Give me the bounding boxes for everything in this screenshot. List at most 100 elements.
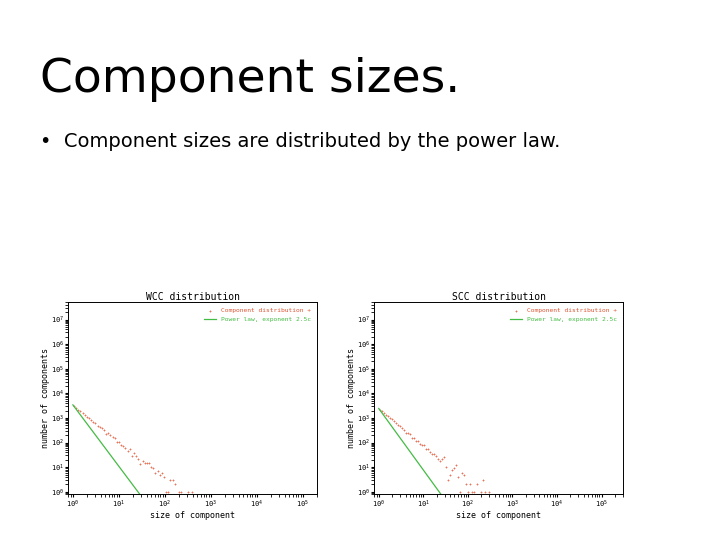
Component distribution +: [128, 448, 140, 457]
Component distribution +: [424, 447, 436, 456]
Power law, exponent 2.5c: [375, 406, 384, 413]
Component distribution +: [73, 406, 84, 414]
Component distribution +: [378, 408, 390, 417]
Component distribution +: [404, 430, 415, 438]
Component distribution +: [107, 433, 118, 441]
Component distribution +: [410, 436, 422, 445]
Component distribution +: [441, 463, 452, 471]
Component distribution +: [145, 463, 157, 471]
Component distribution +: [113, 437, 125, 446]
Component distribution +: [392, 421, 404, 430]
Title: WCC distribution: WCC distribution: [145, 292, 240, 302]
Component distribution +: [176, 488, 187, 496]
Component distribution +: [380, 410, 392, 419]
Component distribution +: [418, 440, 430, 449]
Component distribution +: [443, 476, 454, 484]
Component distribution +: [456, 468, 468, 477]
Line: Power law, exponent 2.5c: Power law, exponent 2.5c: [73, 405, 303, 540]
Component distribution +: [463, 488, 474, 496]
Component distribution +: [122, 447, 133, 455]
Component distribution +: [420, 445, 432, 454]
Component distribution +: [408, 434, 420, 442]
Component distribution +: [390, 419, 402, 428]
Component distribution +: [382, 412, 394, 421]
Component distribution +: [68, 402, 80, 410]
Component distribution +: [444, 470, 456, 479]
Component distribution +: [479, 488, 490, 496]
X-axis label: size of component: size of component: [150, 511, 235, 520]
Component distribution +: [154, 470, 166, 479]
Component distribution +: [89, 419, 101, 428]
Component distribution +: [446, 465, 458, 474]
Text: •  Component sizes are distributed by the power law.: • Component sizes are distributed by the…: [40, 132, 560, 151]
Component distribution +: [406, 434, 418, 442]
Component distribution +: [139, 458, 150, 467]
Component distribution +: [416, 441, 428, 449]
Component distribution +: [428, 450, 440, 458]
Power law, exponent 2.5c: [68, 402, 77, 408]
Component distribution +: [77, 409, 89, 417]
Component distribution +: [477, 476, 488, 484]
Component distribution +: [451, 461, 462, 469]
Component distribution +: [156, 468, 168, 477]
Power law, exponent 2.5c: [374, 405, 383, 411]
Component distribution +: [384, 414, 395, 422]
Component distribution +: [423, 445, 434, 454]
Component distribution +: [474, 488, 486, 496]
Y-axis label: number of components: number of components: [346, 348, 356, 448]
Text: Component sizes.: Component sizes.: [40, 57, 460, 102]
Component distribution +: [143, 458, 155, 467]
Component distribution +: [454, 488, 466, 496]
Title: SCC distribution: SCC distribution: [451, 292, 546, 302]
Component distribution +: [91, 421, 103, 430]
Component distribution +: [94, 422, 105, 431]
Component distribution +: [141, 458, 153, 467]
Component distribution +: [79, 410, 91, 419]
Component distribution +: [469, 488, 480, 496]
Legend: Component distribution +, Power law, exponent 2.5c: Component distribution +, Power law, exp…: [201, 306, 314, 325]
Power law, exponent 2.5c: [69, 403, 78, 409]
Component distribution +: [163, 488, 174, 496]
Component distribution +: [148, 464, 159, 472]
Component distribution +: [135, 459, 146, 468]
Component distribution +: [186, 488, 197, 496]
Component distribution +: [414, 440, 426, 448]
Component distribution +: [71, 404, 82, 413]
Component distribution +: [483, 488, 495, 496]
Component distribution +: [137, 457, 148, 466]
Component distribution +: [86, 416, 97, 424]
Component distribution +: [471, 480, 482, 489]
Component distribution +: [111, 437, 122, 446]
Component distribution +: [467, 488, 478, 496]
Component distribution +: [386, 415, 397, 423]
Component distribution +: [75, 407, 86, 415]
Component distribution +: [431, 451, 442, 460]
Component distribution +: [402, 428, 414, 437]
Component distribution +: [388, 416, 400, 425]
Component distribution +: [459, 470, 470, 479]
Component distribution +: [165, 476, 176, 484]
Y-axis label: number of components: number of components: [40, 348, 50, 448]
Component distribution +: [124, 444, 135, 453]
Component distribution +: [376, 407, 387, 416]
Component distribution +: [426, 449, 438, 458]
Component distribution +: [182, 488, 194, 496]
Component distribution +: [115, 441, 127, 449]
Component distribution +: [433, 455, 444, 463]
Component distribution +: [150, 468, 161, 477]
Component distribution +: [174, 488, 185, 496]
Component distribution +: [167, 476, 179, 484]
Component distribution +: [126, 452, 138, 461]
Component distribution +: [158, 472, 170, 481]
Component distribution +: [109, 434, 120, 443]
Component distribution +: [438, 453, 450, 462]
Component distribution +: [161, 488, 172, 496]
Component distribution +: [436, 455, 448, 463]
Component distribution +: [461, 480, 472, 489]
Component distribution +: [374, 406, 385, 414]
Component distribution +: [396, 423, 408, 432]
Component distribution +: [87, 418, 99, 427]
Component distribution +: [398, 426, 410, 434]
Component distribution +: [394, 422, 405, 430]
Component distribution +: [81, 413, 93, 421]
